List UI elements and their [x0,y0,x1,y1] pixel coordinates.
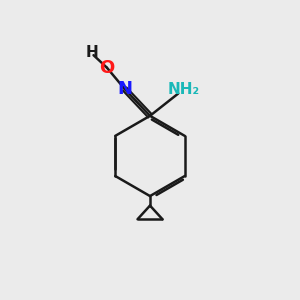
Text: NH₂: NH₂ [167,82,200,97]
Text: O: O [99,59,115,77]
Text: H: H [86,45,98,60]
Text: N: N [117,80,132,98]
